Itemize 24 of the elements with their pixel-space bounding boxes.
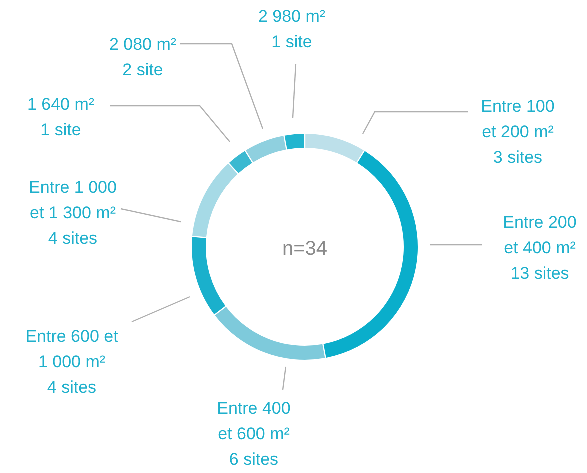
data-label: 3 sites: [493, 148, 543, 167]
donut-slice: [229, 151, 252, 174]
data-label: 4 sites: [48, 229, 98, 248]
data-label: 1 site: [272, 32, 312, 52]
slice-label: Entre 400 et 600 m²: [217, 399, 291, 444]
slice-label: Entre 100 et 200 m²: [481, 97, 555, 142]
donut-slice: [192, 237, 226, 315]
data-label: 6 sites: [229, 450, 279, 469]
donut-slice: [215, 307, 326, 360]
slice-label: 1 640 m²: [27, 95, 95, 114]
slice-label: Entre 200 et 400 m²: [503, 213, 577, 258]
data-label: 1 site: [40, 120, 82, 140]
data-label: 2 site: [122, 60, 164, 80]
slice-label: 2 980 m²: [258, 7, 326, 26]
slice-label: 2 080 m²: [109, 35, 177, 54]
data-label: 4 sites: [47, 378, 97, 397]
donut-slice: [306, 134, 364, 163]
donut-slice: [192, 164, 238, 238]
slice-label: Entre 600 et 1 000 m²: [26, 327, 119, 372]
text: n=34: [282, 238, 328, 260]
donut-slice: [284, 134, 304, 150]
data-label: 13 sites: [510, 264, 570, 283]
slice-label: Entre 1 000 et 1 300 m²: [29, 178, 117, 222]
donut-slice: [246, 136, 286, 163]
